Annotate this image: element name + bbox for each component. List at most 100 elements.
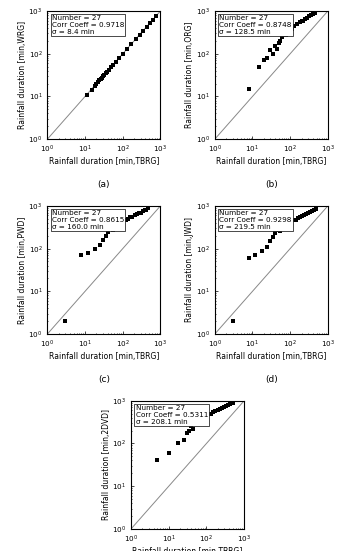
- Point: [210, 407, 216, 416]
- X-axis label: Rainfall duration [min,TBRG]: Rainfall duration [min,TBRG]: [49, 157, 159, 166]
- Point: [297, 18, 303, 26]
- Point: [104, 67, 110, 76]
- Point: [110, 61, 116, 69]
- Point: [141, 26, 146, 35]
- Point: [227, 400, 233, 409]
- Point: [272, 42, 278, 51]
- Point: [192, 420, 198, 429]
- Point: [92, 81, 97, 90]
- Point: [99, 74, 104, 83]
- Point: [187, 426, 192, 435]
- Point: [311, 206, 316, 214]
- Point: [272, 229, 278, 237]
- Point: [85, 249, 91, 257]
- Point: [312, 9, 317, 18]
- Point: [282, 29, 287, 38]
- Point: [224, 402, 229, 410]
- Point: [290, 216, 296, 225]
- Point: [246, 253, 251, 262]
- Y-axis label: Rainfall duration [min,JWD]: Rainfall duration [min,JWD]: [185, 218, 194, 322]
- Point: [89, 86, 94, 95]
- Point: [123, 215, 128, 224]
- Point: [289, 25, 294, 34]
- Point: [279, 224, 285, 233]
- Point: [217, 404, 223, 413]
- Point: [304, 209, 309, 218]
- Point: [132, 211, 138, 220]
- Text: Number = 27
Corr Coeff = 0.9298
σ = 219.5 min: Number = 27 Corr Coeff = 0.9298 σ = 219.…: [219, 210, 292, 230]
- Point: [295, 213, 300, 222]
- Point: [138, 208, 143, 217]
- Point: [136, 209, 142, 218]
- Point: [109, 224, 114, 233]
- Y-axis label: Rainfall duration [min,PWD]: Rainfall duration [min,PWD]: [18, 217, 27, 323]
- Point: [146, 204, 151, 213]
- Point: [197, 416, 202, 425]
- Point: [92, 244, 97, 253]
- Point: [116, 53, 122, 62]
- Point: [184, 428, 189, 437]
- Point: [300, 17, 306, 25]
- Point: [153, 12, 159, 21]
- Point: [84, 90, 89, 99]
- Point: [166, 449, 171, 457]
- Point: [191, 424, 196, 433]
- Point: [212, 407, 218, 415]
- Point: [310, 9, 316, 18]
- Text: (c): (c): [98, 375, 110, 384]
- Text: Number = 27
Corr Coeff = 0.5311
σ = 208.1 min: Number = 27 Corr Coeff = 0.5311 σ = 208.…: [136, 404, 208, 425]
- Point: [113, 57, 118, 66]
- Point: [222, 402, 227, 411]
- Point: [270, 233, 276, 241]
- Text: (b): (b): [265, 180, 278, 189]
- Point: [112, 223, 117, 231]
- Point: [276, 39, 282, 47]
- Point: [205, 410, 211, 419]
- Point: [303, 15, 308, 24]
- Point: [120, 218, 125, 226]
- Point: [110, 225, 116, 234]
- Point: [277, 226, 283, 235]
- Text: Number = 27
Corr Coeff = 0.9718
σ = 8.4 min: Number = 27 Corr Coeff = 0.9718 σ = 8.4 …: [52, 15, 124, 35]
- Point: [308, 207, 313, 216]
- Point: [105, 227, 111, 236]
- Point: [125, 214, 131, 223]
- Point: [246, 84, 251, 93]
- Point: [94, 79, 99, 88]
- Point: [257, 62, 262, 71]
- Point: [103, 231, 108, 240]
- Point: [286, 26, 291, 35]
- Point: [189, 422, 194, 431]
- X-axis label: Rainfall duration [min,TBRG]: Rainfall duration [min,TBRG]: [216, 352, 327, 361]
- X-axis label: Rainfall duration [min,TBRG]: Rainfall duration [min,TBRG]: [49, 352, 159, 361]
- Point: [231, 398, 236, 407]
- Point: [100, 72, 106, 80]
- Point: [261, 56, 266, 65]
- Point: [135, 210, 140, 219]
- Point: [268, 237, 273, 246]
- Point: [114, 219, 120, 228]
- Point: [97, 241, 103, 250]
- Point: [129, 40, 134, 48]
- Point: [287, 24, 293, 33]
- Point: [103, 69, 108, 78]
- Point: [265, 53, 270, 62]
- Point: [128, 213, 133, 222]
- Point: [116, 219, 122, 228]
- X-axis label: Rainfall duration [min,TBRG]: Rainfall duration [min,TBRG]: [216, 157, 327, 166]
- Point: [253, 251, 258, 260]
- Point: [97, 76, 102, 85]
- Point: [215, 406, 220, 415]
- Point: [140, 207, 145, 215]
- Point: [142, 206, 147, 215]
- Point: [299, 16, 304, 25]
- Point: [120, 50, 125, 58]
- Point: [286, 220, 291, 229]
- Point: [208, 409, 213, 418]
- Point: [274, 45, 280, 53]
- Point: [106, 66, 111, 74]
- Point: [63, 317, 68, 326]
- Point: [95, 78, 101, 87]
- Y-axis label: Rainfall duration [min,WRG]: Rainfall duration [min,WRG]: [18, 21, 27, 129]
- Y-axis label: Rainfall duration [min,2DVD]: Rainfall duration [min,2DVD]: [102, 409, 111, 520]
